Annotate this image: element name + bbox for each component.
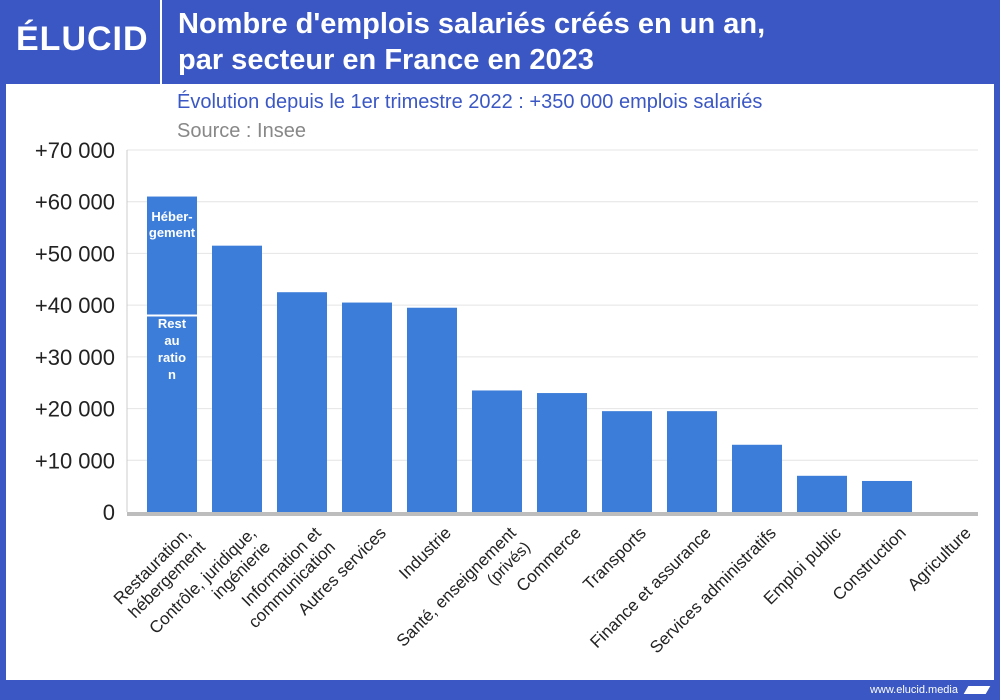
chart-source: Source : Insee: [177, 120, 306, 142]
y-tick-label: +70 000: [35, 138, 115, 163]
x-tick-label-line: Transports: [579, 523, 649, 593]
bar: [407, 307, 457, 512]
segment-label-hebergement: Héber-: [151, 209, 192, 224]
x-tick-label: Santé, enseignement(privés): [393, 523, 534, 664]
brand-mark-icon: [963, 686, 991, 694]
y-tick-label: +40 000: [35, 293, 115, 318]
chart-subtitle: Évolution depuis le 1er trimestre 2022 :…: [177, 90, 762, 113]
bar: [797, 475, 847, 512]
header: ÉLUCID Nombre d'emplois salariés créés e…: [0, 0, 1000, 84]
x-tick-label-line: Industrie: [395, 523, 455, 583]
x-tick-label: Industrie: [395, 523, 455, 583]
y-tick-label: +30 000: [35, 345, 115, 370]
segment-label-restauration: au: [164, 333, 179, 348]
bar: [212, 245, 262, 512]
x-tick-label: Restauration,hébergement: [110, 523, 209, 622]
x-tick-label: Agriculture: [904, 523, 975, 594]
y-tick-label: 0: [103, 500, 115, 525]
bar: [667, 411, 717, 512]
x-tick-label: Transports: [579, 523, 649, 593]
bar: [147, 196, 197, 513]
bar: [732, 444, 782, 512]
y-tick-label: +50 000: [35, 241, 115, 266]
segment-label-hebergement: gement: [149, 225, 196, 240]
segment-label-restauration: Rest: [158, 316, 187, 331]
bar: [342, 302, 392, 512]
segment-label-restauration: ratio: [158, 350, 186, 365]
segment-label-restauration: n: [168, 367, 176, 382]
x-tick-label: Finance et assurance: [586, 523, 714, 651]
bar: [862, 480, 912, 512]
bar: [277, 292, 327, 512]
x-tick-label: Services administratifs: [646, 523, 780, 657]
title-line-2: par secteur en France en 2023: [178, 44, 594, 76]
y-tick-label: +20 000: [35, 397, 115, 422]
logo-separator: [160, 0, 162, 84]
x-tick-label-line: Agriculture: [904, 523, 975, 594]
x-tick-label-line: Services administratifs: [646, 523, 780, 657]
y-tick-label: +60 000: [35, 190, 115, 215]
title-line-1: Nombre d'emplois salariés créés en un an…: [178, 8, 766, 40]
bar: [472, 390, 522, 512]
bar: [537, 393, 587, 512]
x-tick-label-line: Finance et assurance: [586, 523, 714, 651]
y-tick-label: +10 000: [35, 448, 115, 473]
chart-title: Nombre d'emplois salariés créés en un an…: [178, 6, 978, 78]
x-tick-label-line: Santé, enseignement: [393, 523, 520, 650]
bar: [602, 411, 652, 512]
footer-url[interactable]: www.elucid.media: [869, 684, 958, 696]
elucid-logo: ÉLUCID: [16, 20, 149, 58]
